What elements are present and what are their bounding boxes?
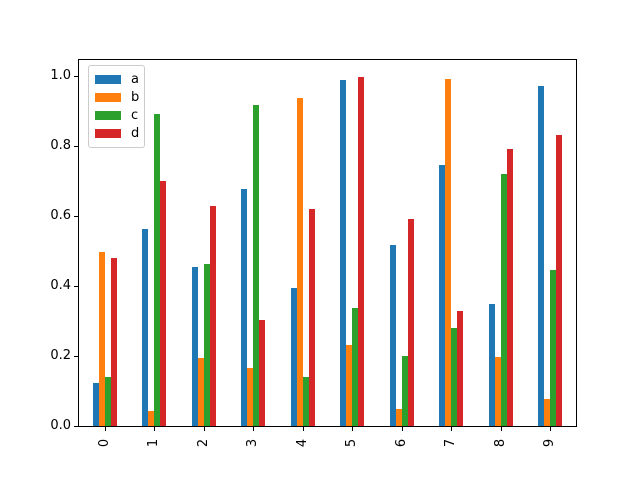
bar-b-2 bbox=[197, 358, 204, 426]
legend-label-a: a bbox=[131, 71, 139, 87]
x-tick-mark-6 bbox=[401, 427, 403, 431]
x-tick-mark-3 bbox=[253, 427, 255, 431]
bar-a-1 bbox=[142, 229, 149, 426]
bar-d-1 bbox=[160, 181, 167, 426]
legend-label-c: c bbox=[131, 107, 139, 123]
bar-d-9 bbox=[556, 135, 563, 426]
x-tick-mark-1 bbox=[154, 427, 156, 431]
bar-b-3 bbox=[247, 368, 254, 426]
bar-a-4 bbox=[290, 288, 297, 426]
bar-c-9 bbox=[550, 270, 557, 426]
y-tick-label-0.2: 0.2 bbox=[50, 348, 71, 364]
y-tick-mark-0.6 bbox=[74, 215, 78, 217]
bar-d-8 bbox=[506, 149, 513, 426]
plot-area: 0.0 0.2 0.4 0.6 0.8 1.0 0 1 2 3 4 5 6 7 8 9 bbox=[50, 59, 577, 447]
x-tick-mark-5 bbox=[352, 427, 354, 431]
x-tick-label-3: 3 bbox=[245, 438, 261, 448]
bar-d-3 bbox=[259, 320, 266, 426]
legend-swatch-d bbox=[95, 129, 121, 138]
bar-a-8 bbox=[488, 304, 495, 426]
bar-c-8 bbox=[500, 174, 507, 426]
legend-label-b: b bbox=[131, 89, 140, 105]
x-tick-label-9: 9 bbox=[542, 438, 558, 448]
legend-entry-d: d bbox=[95, 125, 140, 141]
bar-c-6 bbox=[401, 356, 408, 426]
x-tick-mark-8 bbox=[500, 427, 502, 431]
bar-d-2 bbox=[209, 206, 216, 426]
bar-a-3 bbox=[241, 189, 248, 426]
bar-d-5 bbox=[358, 77, 365, 426]
bar-b-5 bbox=[346, 345, 353, 426]
bar-c-1 bbox=[154, 114, 161, 426]
legend-entry-c: c bbox=[95, 108, 138, 123]
bar-b-9 bbox=[544, 399, 551, 426]
bar-d-7 bbox=[457, 311, 464, 426]
x-tick-mark-7 bbox=[451, 427, 453, 431]
y-tick-label-0.4: 0.4 bbox=[50, 278, 71, 294]
bar-b-0 bbox=[99, 252, 105, 426]
x-tick-mark-4 bbox=[302, 427, 304, 431]
bar-b-7 bbox=[445, 79, 452, 426]
bar-d-6 bbox=[407, 219, 414, 426]
legend-swatch-b bbox=[95, 93, 121, 102]
bar-c-7 bbox=[451, 328, 458, 426]
x-tick-label-2: 2 bbox=[195, 438, 211, 448]
x-tick-label-8: 8 bbox=[492, 438, 508, 448]
bar-a-7 bbox=[439, 165, 446, 426]
bar-b-1 bbox=[148, 411, 155, 426]
y-tick-mark-1.0 bbox=[74, 75, 78, 77]
bar-c-3 bbox=[253, 105, 260, 426]
legend-swatch-a bbox=[95, 75, 121, 84]
bar-a-5 bbox=[340, 80, 347, 426]
bar-b-4 bbox=[296, 98, 303, 426]
bar-b-6 bbox=[395, 409, 402, 426]
x-tick-mark-0 bbox=[105, 427, 106, 431]
x-tick-label-7: 7 bbox=[443, 438, 459, 448]
y-tick-label-0.0: 0.0 bbox=[50, 418, 71, 433]
y-tick-label-0.8: 0.8 bbox=[50, 138, 71, 154]
bar-c-0 bbox=[105, 377, 111, 426]
legend-label-d: d bbox=[131, 125, 140, 141]
bar-c-4 bbox=[302, 377, 309, 426]
x-tick-mark-2 bbox=[203, 427, 205, 431]
bar-a-0 bbox=[93, 383, 99, 426]
x-tick-label-4: 4 bbox=[294, 438, 310, 448]
y-tick-mark-0.0 bbox=[74, 425, 78, 427]
bar-c-5 bbox=[352, 308, 359, 426]
bar-d-4 bbox=[308, 209, 315, 426]
y-tick-mark-0.4 bbox=[74, 285, 78, 287]
x-tick-label-5: 5 bbox=[344, 438, 360, 448]
bar-a-9 bbox=[538, 86, 545, 426]
legend-entry-b: b bbox=[95, 89, 140, 105]
x-tick-label-0: 0 bbox=[97, 438, 112, 448]
bar-a-6 bbox=[389, 245, 396, 426]
x-tick-label-1: 1 bbox=[146, 438, 162, 448]
bar-a-2 bbox=[191, 267, 198, 426]
x-tick-mark-9 bbox=[550, 427, 552, 431]
y-tick-mark-0.8 bbox=[74, 145, 78, 147]
x-tick-label-6: 6 bbox=[393, 438, 409, 448]
bar-c-2 bbox=[203, 264, 210, 426]
y-tick-label-0.6: 0.6 bbox=[50, 208, 71, 224]
legend-swatch-c bbox=[95, 111, 121, 120]
y-tick-label-1.0: 1.0 bbox=[50, 68, 71, 84]
y-tick-mark-0.2 bbox=[74, 355, 78, 357]
legend-entry-a: a bbox=[95, 71, 139, 87]
bar-b-8 bbox=[494, 357, 501, 426]
bar-d-0 bbox=[111, 258, 117, 426]
